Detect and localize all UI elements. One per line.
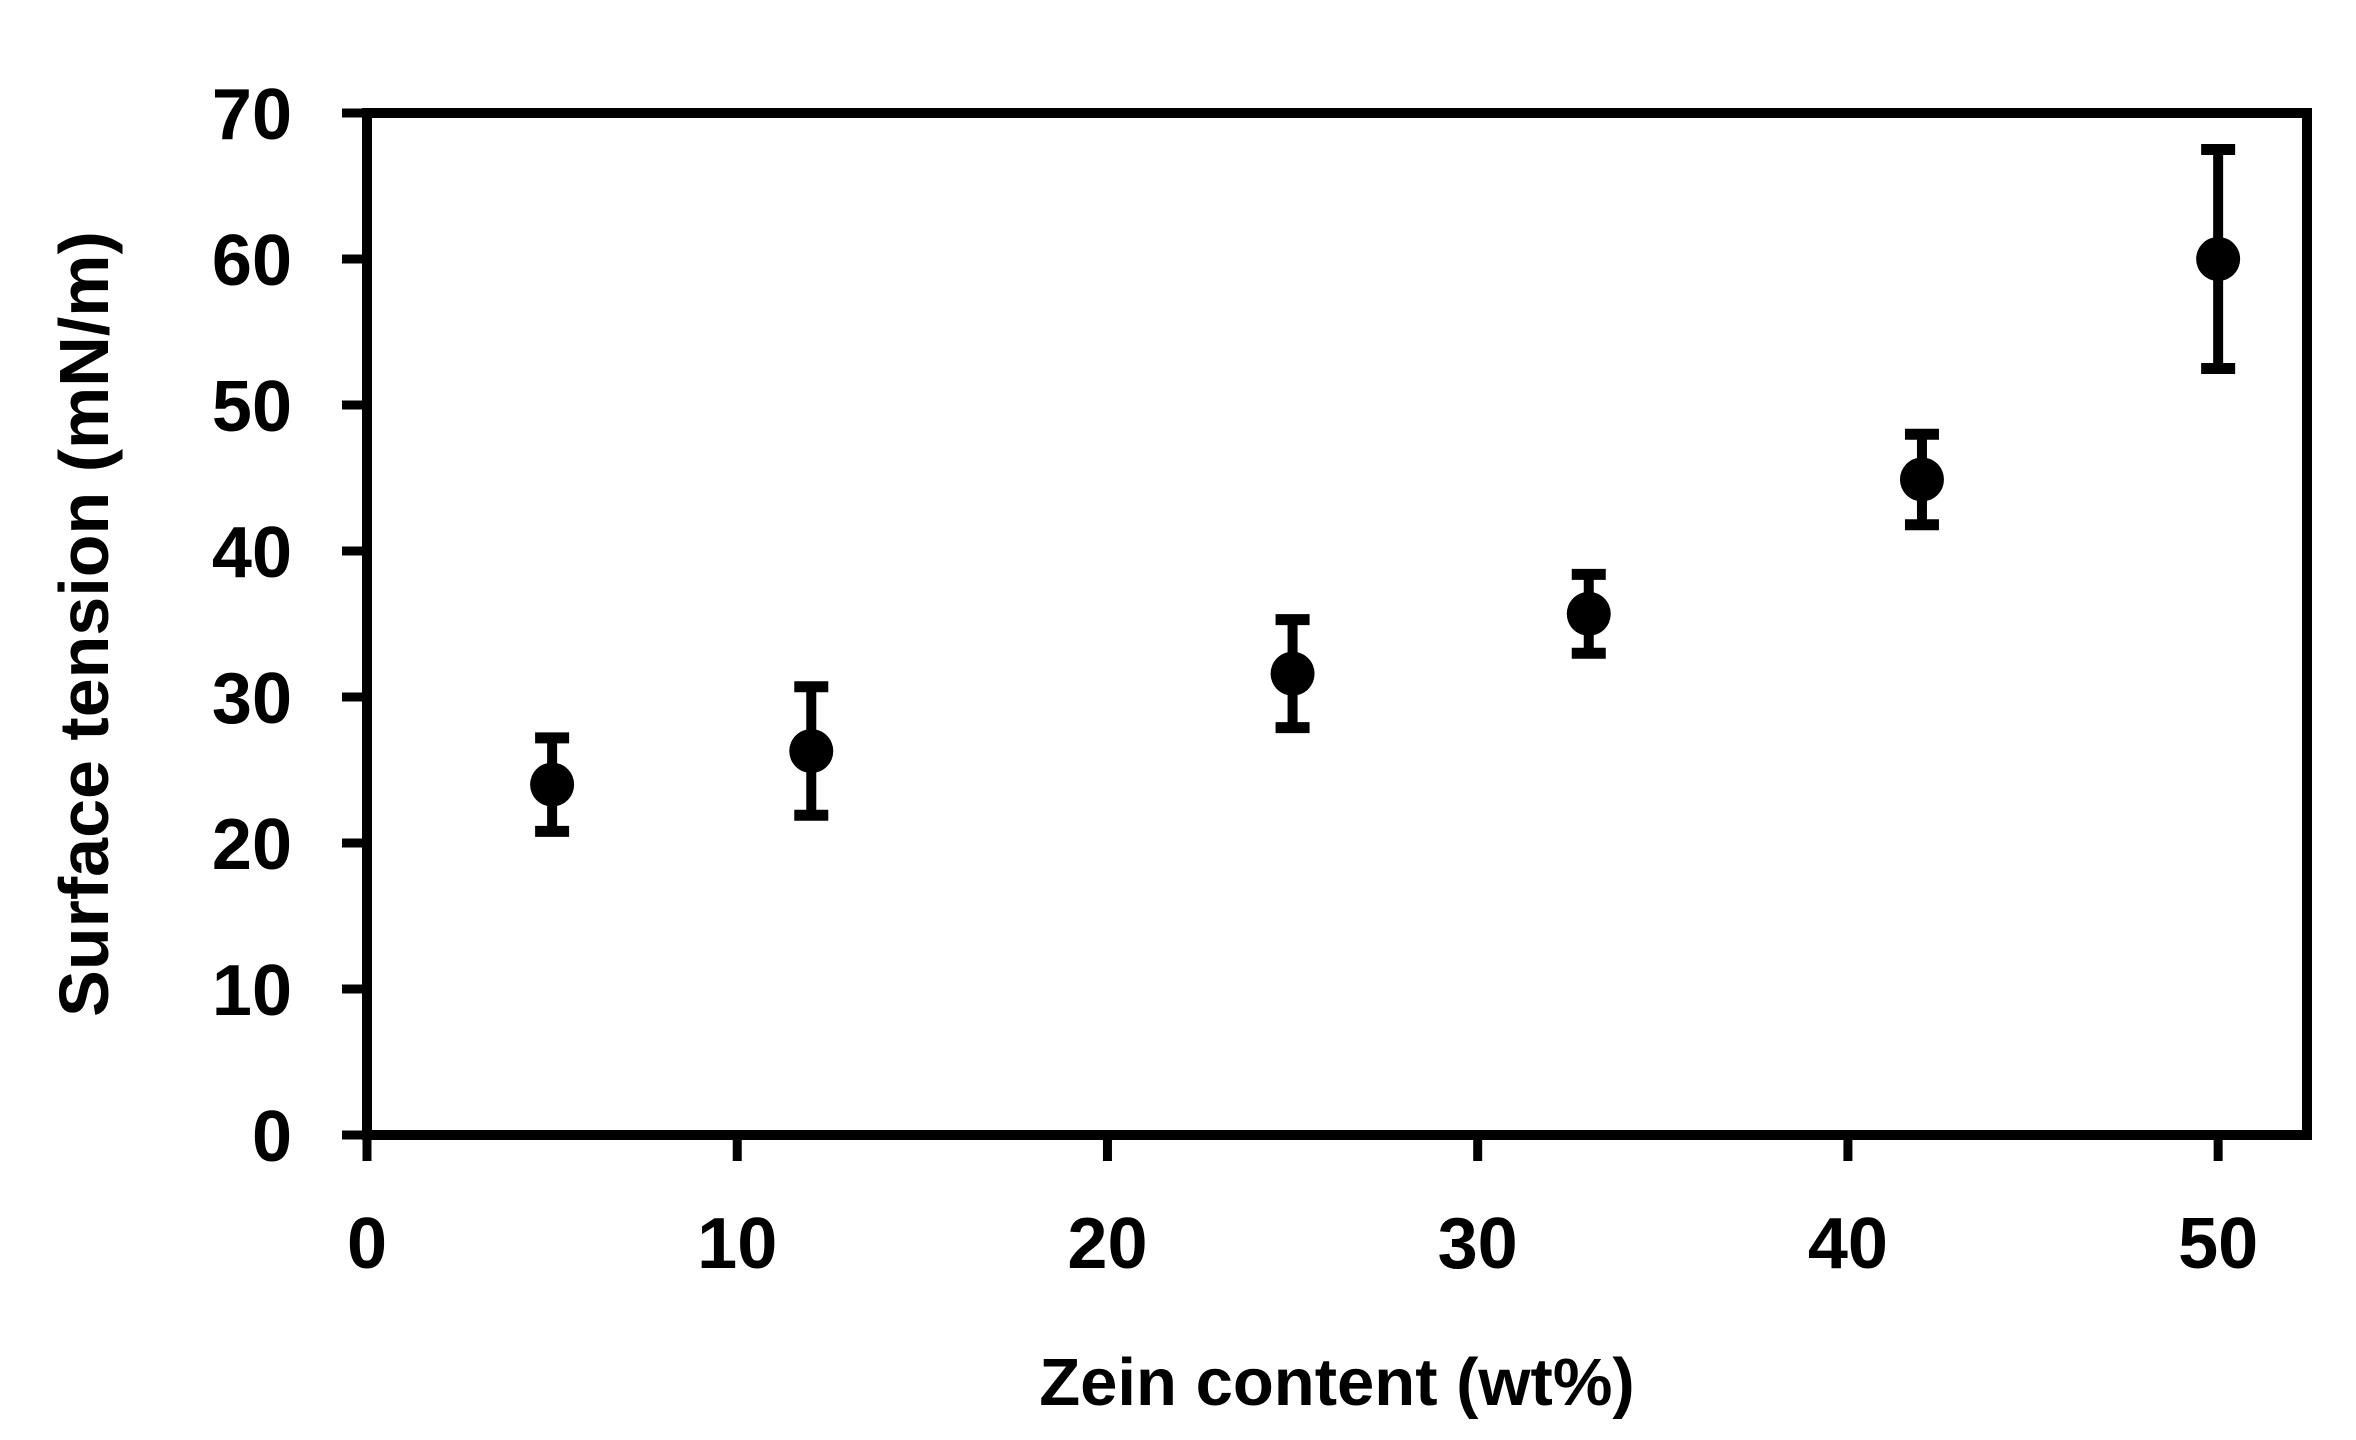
data-point xyxy=(530,762,575,807)
x-tick-label: 0 xyxy=(347,1204,387,1284)
y-axis-title: Surface tension (mN/m) xyxy=(45,231,123,1017)
x-ticks xyxy=(362,1135,2223,1161)
x-tick-label: 30 xyxy=(1438,1204,1518,1284)
data-point xyxy=(1270,651,1315,696)
error-bars xyxy=(535,144,2236,837)
y-tick-label: 40 xyxy=(212,513,292,593)
y-tick-label: 10 xyxy=(212,951,292,1031)
y-tick-label: 0 xyxy=(252,1097,292,1177)
y-tick-label: 70 xyxy=(212,75,292,155)
y-tick-label: 60 xyxy=(212,221,292,301)
plot-frame xyxy=(362,108,2312,1140)
x-tick-label: 50 xyxy=(2178,1204,2258,1284)
data-point xyxy=(789,729,834,774)
y-tick-label: 50 xyxy=(212,367,292,447)
x-tick-labels: 0 10 20 30 40 50 xyxy=(347,1204,2258,1284)
data-point xyxy=(2196,237,2241,281)
y-tick-label: 20 xyxy=(212,805,292,885)
x-tick-label: 40 xyxy=(1808,1204,1888,1284)
x-axis-title: Zein content (wt%) xyxy=(1039,1345,1635,1420)
y-tick-labels: 0 10 20 30 40 50 60 70 xyxy=(212,75,292,1177)
y-tick-label: 30 xyxy=(212,659,292,739)
data-point xyxy=(1899,457,1944,502)
data-points xyxy=(530,237,2241,807)
x-tick-label: 10 xyxy=(697,1204,777,1284)
y-ticks xyxy=(342,108,367,1140)
x-tick-label: 20 xyxy=(1067,1204,1147,1284)
data-point xyxy=(1566,591,1611,636)
